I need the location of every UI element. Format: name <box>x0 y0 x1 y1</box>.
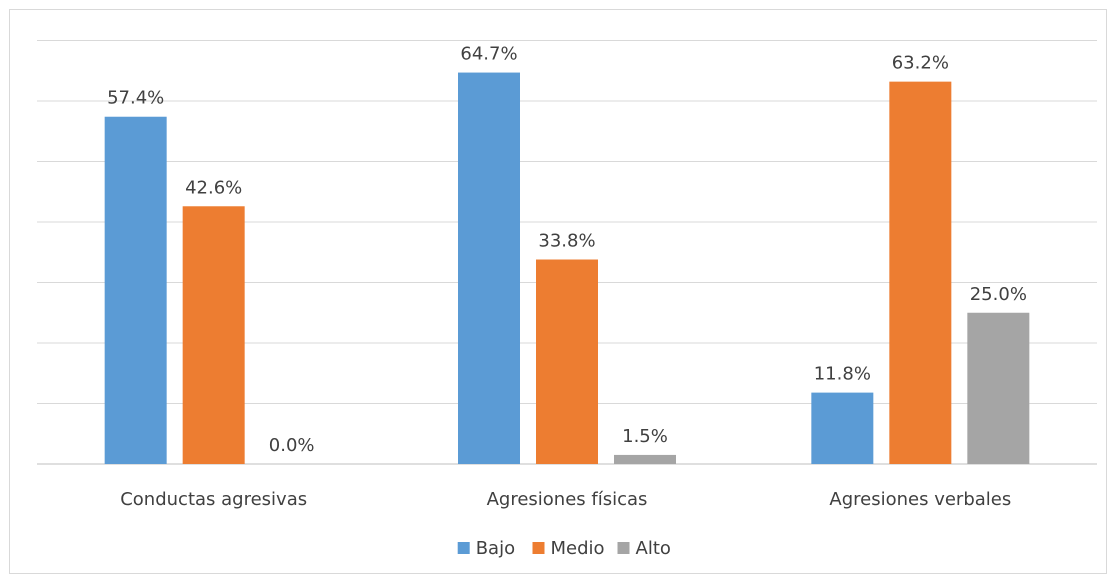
legend: Bajo Medio Alto <box>457 538 671 559</box>
legend-swatch-bajo <box>457 542 470 554</box>
data-label: 0.0% <box>269 435 315 456</box>
legend-label-alto: Alto <box>636 538 671 559</box>
bar-medio <box>536 259 598 464</box>
legend-swatch-medio <box>532 542 545 554</box>
category-label: Agresiones verbales <box>829 489 1011 510</box>
legend-label-medio: Medio <box>551 538 605 559</box>
data-label: 1.5% <box>622 426 668 447</box>
legend-swatch-alto <box>617 542 630 554</box>
data-label: 25.0% <box>970 284 1027 305</box>
bar-medio <box>182 206 245 464</box>
data-label: 64.7% <box>460 44 517 65</box>
legend-label-bajo: Bajo <box>476 538 515 559</box>
bar-alto <box>967 312 1030 464</box>
bar-bajo <box>458 72 520 464</box>
data-label: 63.2% <box>892 53 949 74</box>
data-label: 42.6% <box>185 177 242 198</box>
data-label: 33.8% <box>538 231 595 252</box>
bar-alto <box>614 454 676 464</box>
data-labels: 57.4% 42.6% 0.0% 64.7% 33.8% 1.5% 11.8% 63.2% 25… <box>107 44 1027 456</box>
category-labels: Conductas agresivas Agresiones físicas Agr… <box>120 489 1011 510</box>
data-label: 11.8% <box>814 364 871 385</box>
bar-bajo <box>104 116 167 464</box>
bar-bajo <box>811 392 874 464</box>
bars <box>104 72 1030 464</box>
bar-medio <box>889 81 952 464</box>
data-label: 57.4% <box>107 88 164 109</box>
category-label: Agresiones físicas <box>487 489 648 510</box>
category-label: Conductas agresivas <box>120 489 307 510</box>
